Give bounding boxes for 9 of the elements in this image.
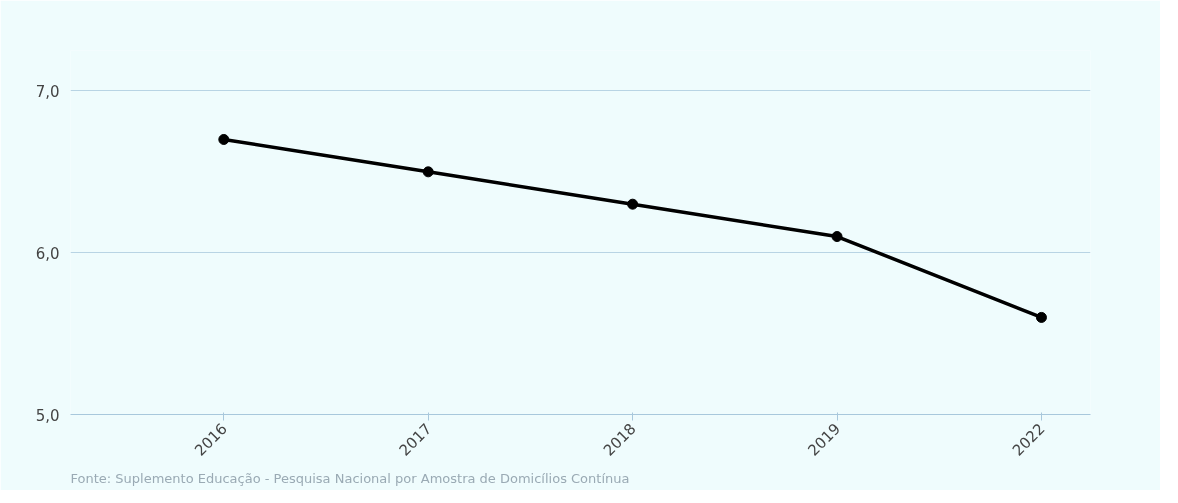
- point: [627, 198, 639, 210]
- y-tick-label: 7,0: [35, 82, 60, 101]
- point: [218, 133, 230, 145]
- point: [1035, 311, 1047, 323]
- y-tick-label: 6,0: [35, 244, 60, 263]
- point: [422, 166, 434, 178]
- y-tick-label: 5,0: [35, 406, 60, 425]
- point: [831, 231, 843, 243]
- source-note: Fonte: Suplemento Educação - Pesquisa Nacional por Amostra de Domicílios Contínua: [70, 470, 630, 486]
